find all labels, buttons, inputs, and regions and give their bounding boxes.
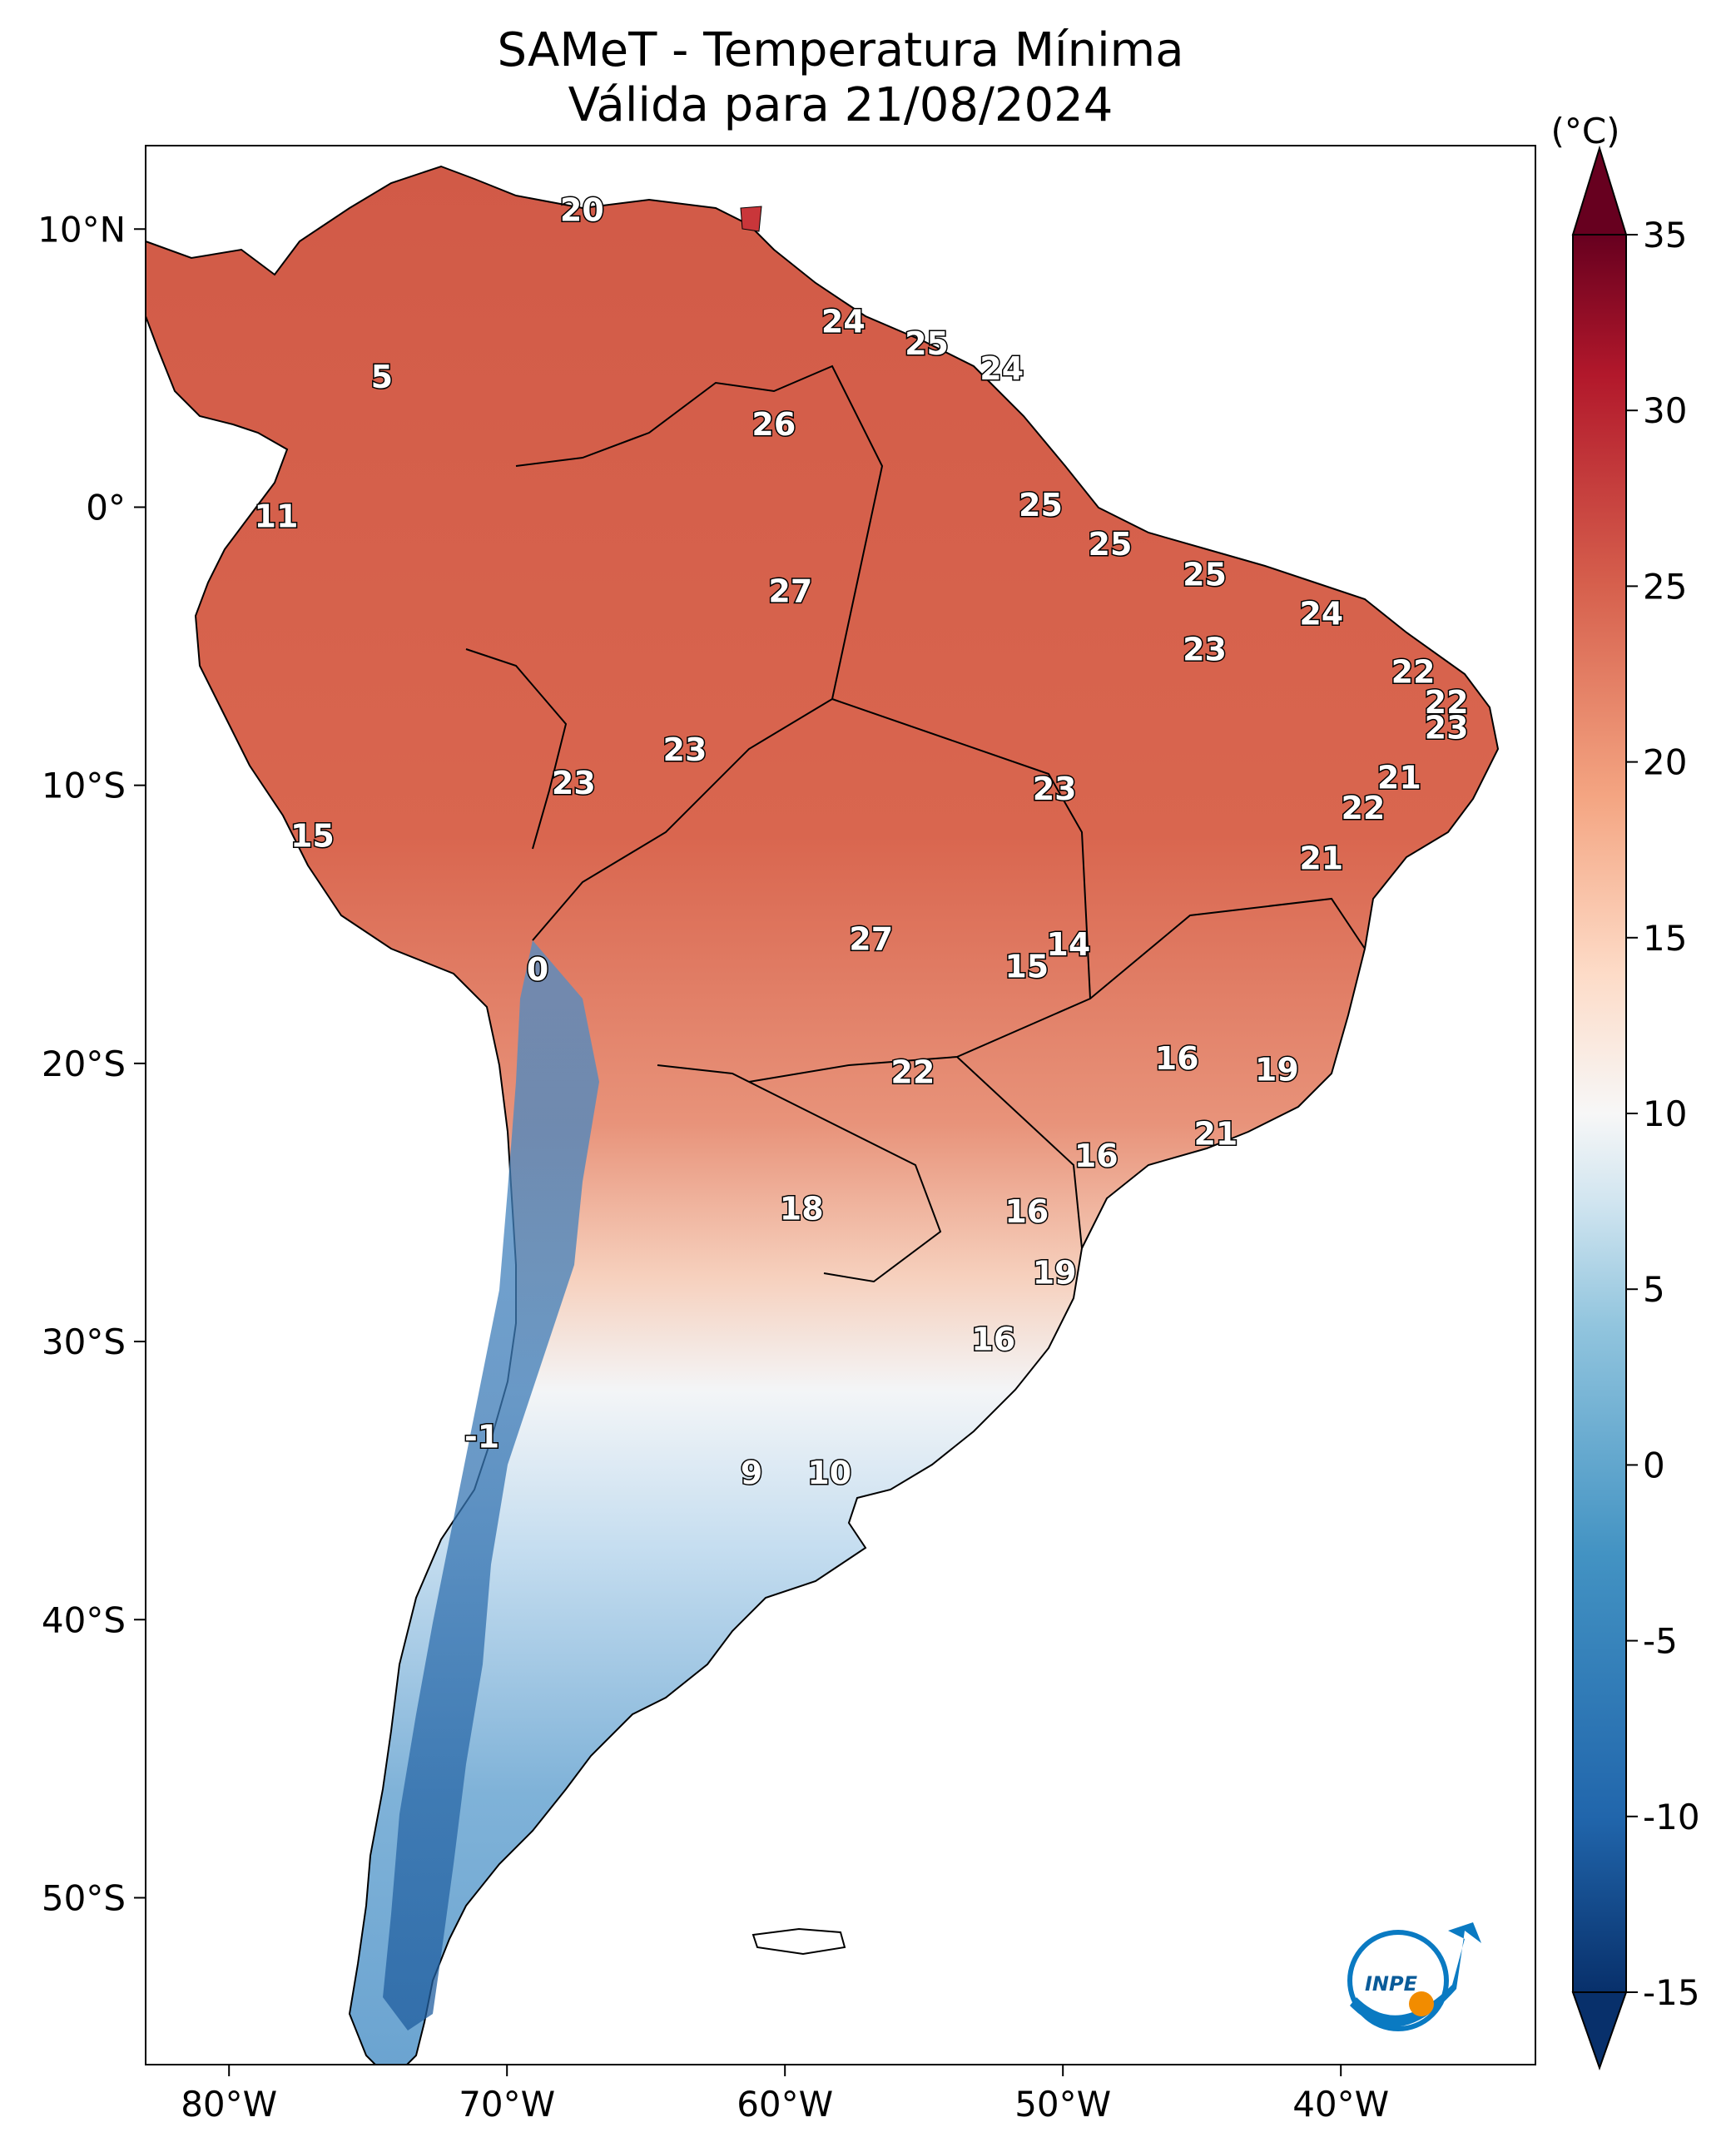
lat-tick-label: 20°S	[42, 1044, 126, 1084]
temperature-label: 16	[1155, 1040, 1199, 1077]
temperature-label: 20	[560, 192, 604, 229]
lat-tick-label: 10°N	[37, 209, 126, 250]
temperature-label: 14	[1046, 926, 1090, 963]
temperature-label: 24	[821, 303, 866, 340]
colorbar-tick-label: 10	[1643, 1093, 1687, 1134]
lon-tick-label: 60°W	[737, 2084, 833, 2125]
temperature-label: 24	[980, 350, 1024, 387]
temperature-label: 25	[1089, 526, 1133, 563]
colorbar-tick-label: 15	[1643, 918, 1687, 959]
temperature-label: 15	[290, 818, 335, 855]
temperature-label: 22	[1341, 790, 1385, 826]
temperature-label: -1	[464, 1419, 499, 1455]
temperature-label: 19	[1255, 1051, 1299, 1088]
temperature-label: 23	[1033, 771, 1077, 807]
temperature-label: 22	[890, 1054, 935, 1091]
temperature-label: 25	[1183, 557, 1227, 593]
temperature-label: 25	[905, 325, 949, 362]
map-frame	[145, 145, 1536, 2065]
colorbar: (°C) 35 30 25 20 15 10 5 0 -5 -10 -15	[1550, 111, 1700, 2071]
temperature-label: 21	[1299, 840, 1343, 876]
colorbar-tick-label: 0	[1643, 1445, 1665, 1485]
temperature-label: 16	[971, 1321, 1015, 1358]
longitude-axis: 80°W 70°W 60°W 50°W 40°W	[181, 2065, 1389, 2125]
inpe-logo: INPE	[1347, 1922, 1481, 2031]
colorbar-tick-label: -15	[1643, 1972, 1700, 2013]
colorbar-tick-label: -10	[1643, 1797, 1700, 1837]
title-line-1: SAMeT - Temperatura Mínima	[497, 23, 1184, 77]
temperature-label: 25	[1019, 487, 1063, 523]
lat-tick-label: 30°S	[42, 1321, 126, 1362]
colorbar-tick-label: 20	[1643, 742, 1687, 783]
temperature-label: 11	[255, 498, 299, 534]
lon-tick-label: 50°W	[1014, 2084, 1111, 2125]
temperature-label: 10	[807, 1455, 851, 1491]
lat-tick-label: 50°S	[42, 1877, 126, 1918]
temperature-label: 18	[780, 1190, 824, 1227]
colorbar-tick-label: 35	[1643, 215, 1687, 255]
lat-tick-label: 10°S	[42, 766, 126, 806]
country-borders	[465, 364, 1366, 1283]
temperature-label: 23	[663, 731, 707, 768]
temperature-label: 24	[1299, 595, 1343, 632]
logo-swoosh	[1350, 1922, 1481, 2027]
logo-ring	[1347, 1930, 1449, 2031]
lon-tick-label: 40°W	[1292, 2084, 1389, 2125]
temperature-label: 5	[371, 359, 393, 395]
colorbar-tick-label: 25	[1643, 566, 1687, 607]
lon-tick-label: 70°W	[459, 2084, 555, 2125]
logo-text: INPE	[1365, 1972, 1418, 1996]
temperature-label: 15	[1004, 949, 1049, 985]
temperature-label: 19	[1033, 1254, 1077, 1291]
temperature-label: 23	[552, 765, 596, 801]
falkland-islands	[751, 1927, 846, 1956]
temperature-label: 9	[741, 1455, 762, 1491]
temperature-label: 16	[1074, 1138, 1118, 1174]
colorbar-tick-label: -5	[1643, 1621, 1678, 1662]
colorbar-bottom-arrow	[1571, 1991, 1628, 2071]
temperature-label: 21	[1193, 1115, 1238, 1152]
lon-tick-label: 80°W	[181, 2084, 277, 2125]
colorbar-tick-label: 5	[1643, 1269, 1665, 1310]
map-title: SAMeT - Temperatura Mínima Válida para 2…	[146, 23, 1535, 133]
logo-orange-dot	[1409, 1991, 1434, 2016]
temperature-label: 16	[1004, 1193, 1049, 1230]
temperature-label: 22	[1425, 684, 1469, 721]
colorbar-ticks: 35 30 25 20 15 10 5 0 -5 -10 -15	[1626, 215, 1700, 2013]
temperature-label: 21	[1377, 759, 1421, 796]
temperature-label: 0	[527, 951, 548, 988]
colorbar-body	[1572, 234, 1627, 1993]
continent-shape	[146, 165, 1500, 2065]
temperature-label: 26	[751, 406, 796, 443]
lat-tick-label: 0°	[86, 487, 126, 528]
colorbar-tick-label: 30	[1643, 390, 1687, 431]
temperature-label: 23	[1425, 709, 1469, 746]
trinidad-island	[740, 206, 762, 232]
latitude-axis: 10°N 0° 10°S 20°S 30°S 40°S 50°S	[37, 209, 146, 1918]
temperature-label: 23	[1183, 632, 1227, 668]
colorbar-unit: (°C)	[1550, 111, 1619, 151]
title-line-2: Válida para 21/08/2024	[568, 78, 1114, 132]
lat-tick-label: 40°S	[42, 1599, 126, 1640]
temperature-label: 27	[768, 573, 812, 610]
temperature-label: 27	[849, 920, 893, 957]
temperature-label: 22	[1391, 653, 1436, 690]
andes-cold-region	[383, 940, 599, 2031]
colorbar-top-arrow	[1571, 145, 1628, 236]
